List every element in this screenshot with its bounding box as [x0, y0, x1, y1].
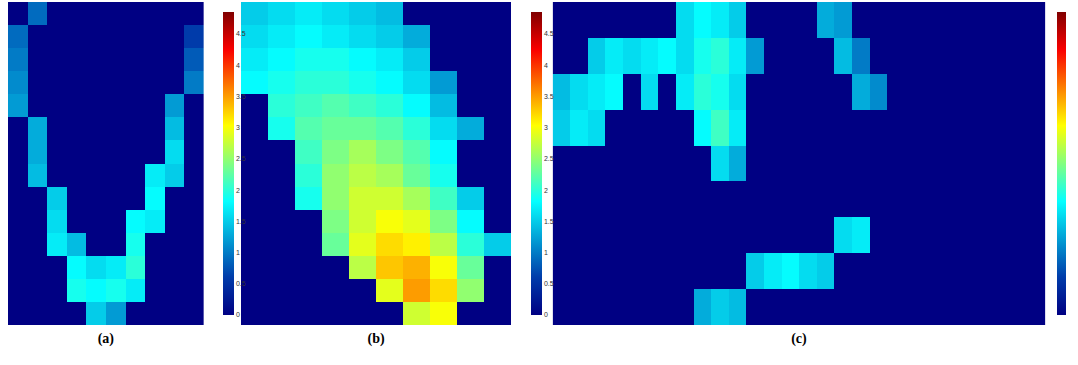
svg-text:1: 1	[544, 249, 548, 256]
svg-text:3.5: 3.5	[236, 93, 246, 100]
svg-text:3: 3	[236, 124, 240, 131]
svg-text:(c): (c)	[791, 331, 807, 347]
svg-text:0.5: 0.5	[544, 280, 554, 287]
svg-text:2.5: 2.5	[544, 155, 554, 162]
svg-text:(a): (a)	[98, 331, 115, 347]
svg-text:4.5: 4.5	[544, 30, 554, 37]
svg-text:2: 2	[236, 187, 240, 194]
svg-text:4.5: 4.5	[236, 30, 246, 37]
svg-text:3: 3	[544, 124, 548, 131]
svg-text:2.5: 2.5	[236, 155, 246, 162]
svg-text:0: 0	[236, 311, 240, 318]
svg-text:(b): (b)	[368, 331, 385, 347]
svg-text:1.5: 1.5	[544, 218, 554, 225]
svg-text:4: 4	[236, 62, 240, 69]
svg-text:0: 0	[544, 311, 548, 318]
svg-text:0.5: 0.5	[236, 280, 246, 287]
svg-text:2: 2	[544, 187, 548, 194]
svg-text:3.5: 3.5	[544, 93, 554, 100]
svg-text:4: 4	[544, 62, 548, 69]
svg-text:1: 1	[236, 249, 240, 256]
svg-text:1.5: 1.5	[236, 218, 246, 225]
